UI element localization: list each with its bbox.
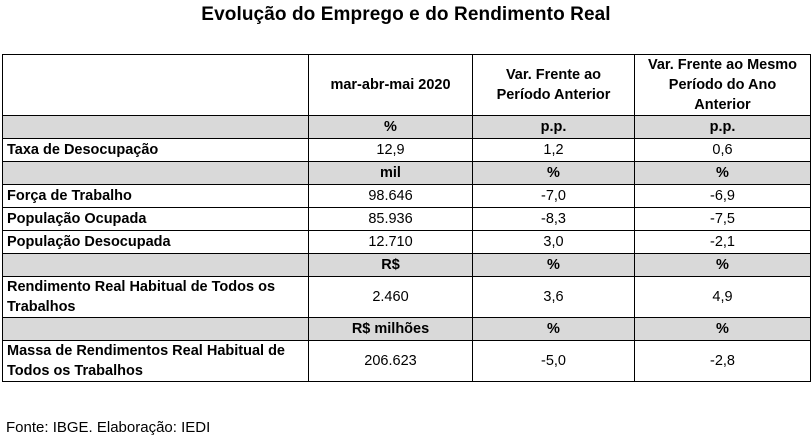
unit-cell: R$ bbox=[308, 253, 473, 277]
header-period: mar-abr-mai 2020 bbox=[308, 54, 473, 116]
value-cell: 12,9 bbox=[308, 138, 473, 162]
value-cell: 1,2 bbox=[472, 138, 635, 162]
value-cell: 206.623 bbox=[308, 340, 473, 382]
unit-cell: % bbox=[634, 317, 811, 341]
unit-row: % p.p. p.p. bbox=[2, 115, 811, 139]
value-cell: -7,5 bbox=[634, 207, 811, 231]
value-cell: -2,1 bbox=[634, 230, 811, 254]
value-cell: 12.710 bbox=[308, 230, 473, 254]
value-cell: -5,0 bbox=[472, 340, 635, 382]
table-row: Rendimento Real Habitual de Todos os Tra… bbox=[2, 276, 811, 318]
row-label: População Desocupada bbox=[2, 230, 309, 254]
header-var-year-ago: Var. Frente ao Mesmo Período do Ano Ante… bbox=[634, 54, 811, 116]
unit-cell-empty bbox=[2, 115, 309, 139]
header-row: mar-abr-mai 2020 Var. Frente ao Período … bbox=[2, 54, 811, 116]
unit-cell-empty bbox=[2, 317, 309, 341]
value-cell: 4,9 bbox=[634, 276, 811, 318]
unit-cell: p.p. bbox=[634, 115, 811, 139]
value-cell: 98.646 bbox=[308, 184, 473, 208]
table-row: População Ocupada 85.936 -8,3 -7,5 bbox=[2, 207, 811, 231]
unit-cell-empty bbox=[2, 253, 309, 277]
table-row: População Desocupada 12.710 3,0 -2,1 bbox=[2, 230, 811, 254]
source-note: Fonte: IBGE. Elaboração: IEDI bbox=[6, 419, 211, 436]
table-row: Massa de Rendimentos Real Habitual de To… bbox=[2, 340, 811, 382]
employment-table: mar-abr-mai 2020 Var. Frente ao Período … bbox=[2, 54, 811, 382]
value-cell: 3,6 bbox=[472, 276, 635, 318]
unit-cell: % bbox=[634, 253, 811, 277]
unit-cell: % bbox=[472, 161, 635, 185]
value-cell: 0,6 bbox=[634, 138, 811, 162]
row-label: Massa de Rendimentos Real Habitual de To… bbox=[2, 340, 309, 382]
unit-row: mil % % bbox=[2, 161, 811, 185]
header-cell-empty bbox=[2, 54, 309, 116]
unit-cell: % bbox=[472, 317, 635, 341]
unit-cell-empty bbox=[2, 161, 309, 185]
row-label: População Ocupada bbox=[2, 207, 309, 231]
header-var-previous: Var. Frente ao Período Anterior bbox=[472, 54, 635, 116]
row-label: Rendimento Real Habitual de Todos os Tra… bbox=[2, 276, 309, 318]
row-label: Taxa de Desocupação bbox=[2, 138, 309, 162]
value-cell: -8,3 bbox=[472, 207, 635, 231]
unit-cell: p.p. bbox=[472, 115, 635, 139]
unit-row: R$ milhões % % bbox=[2, 317, 811, 341]
table-row: Taxa de Desocupação 12,9 1,2 0,6 bbox=[2, 138, 811, 162]
value-cell: -7,0 bbox=[472, 184, 635, 208]
table-title: Evolução do Emprego e do Rendimento Real bbox=[201, 4, 611, 25]
row-label: Força de Trabalho bbox=[2, 184, 309, 208]
unit-cell: % bbox=[472, 253, 635, 277]
unit-cell: % bbox=[308, 115, 473, 139]
value-cell: 85.936 bbox=[308, 207, 473, 231]
unit-cell: % bbox=[634, 161, 811, 185]
value-cell: 2.460 bbox=[308, 276, 473, 318]
value-cell: -2,8 bbox=[634, 340, 811, 382]
value-cell: -6,9 bbox=[634, 184, 811, 208]
table-row: Força de Trabalho 98.646 -7,0 -6,9 bbox=[2, 184, 811, 208]
unit-row: R$ % % bbox=[2, 253, 811, 277]
unit-cell: R$ milhões bbox=[308, 317, 473, 341]
value-cell: 3,0 bbox=[472, 230, 635, 254]
unit-cell: mil bbox=[308, 161, 473, 185]
